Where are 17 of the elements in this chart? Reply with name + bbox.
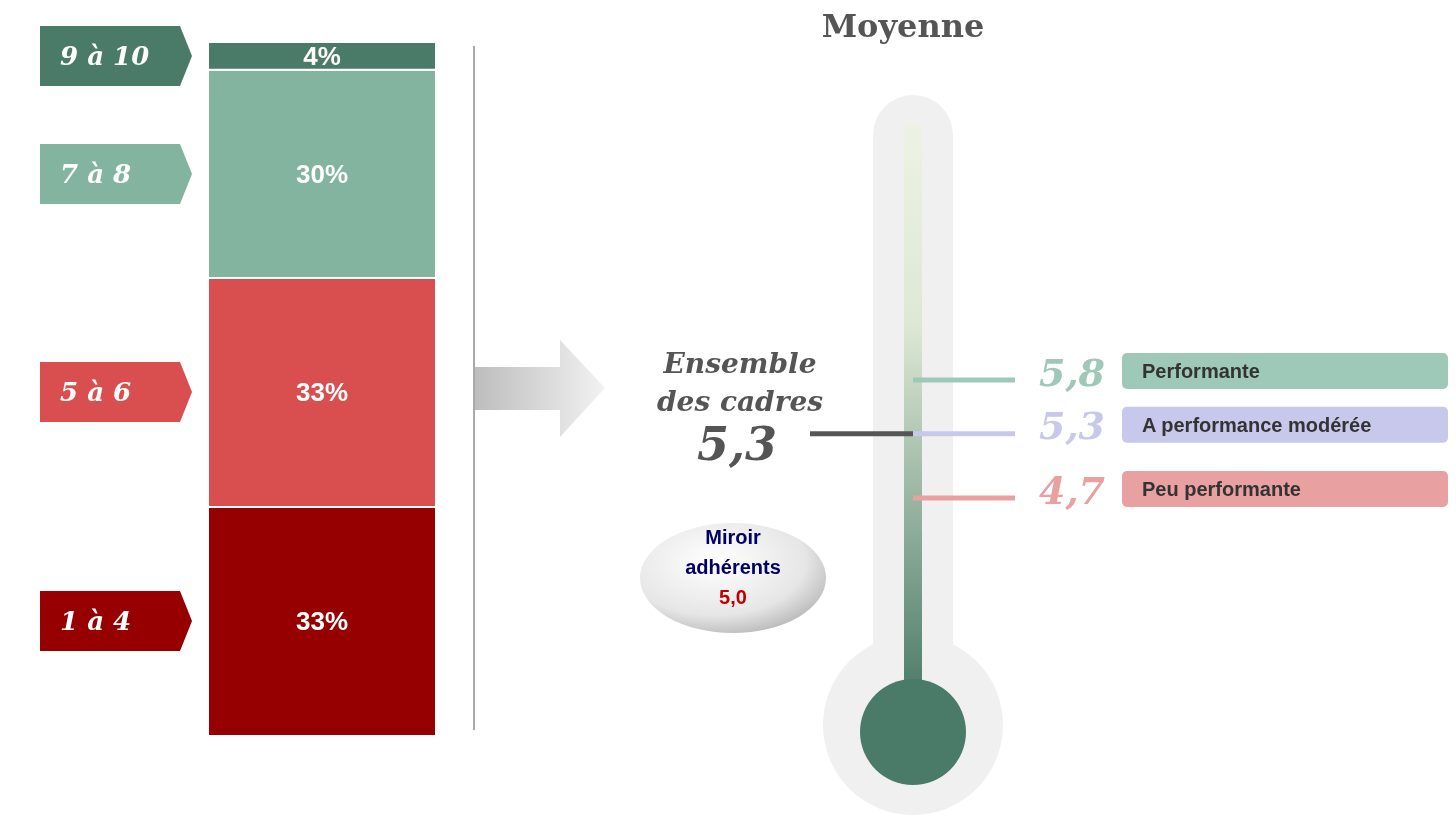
- text: Moyenne: [821, 7, 985, 45]
- data-label: 5,3: [696, 416, 778, 471]
- data-label: 4%: [303, 40, 341, 71]
- text: 7 à 8: [60, 158, 132, 189]
- text: 1 à 4: [60, 606, 132, 637]
- text: 5 à 6: [60, 377, 132, 408]
- text: 9 à 10: [60, 40, 150, 71]
- data-label: 4,7: [1038, 467, 1106, 513]
- category-label: Peu performante: [1142, 478, 1301, 500]
- category-label: Performante: [1142, 360, 1260, 382]
- text: Miroir adhérents 5,0: [685, 526, 781, 608]
- data-label: 33%: [295, 606, 349, 637]
- data-label: 33%: [295, 377, 349, 408]
- legend-label: Ensemble des cadres: [656, 346, 824, 418]
- data-label: 30%: [295, 158, 349, 189]
- category-label: A performance modérée: [1142, 413, 1372, 436]
- data-label: 5,8: [1038, 349, 1106, 395]
